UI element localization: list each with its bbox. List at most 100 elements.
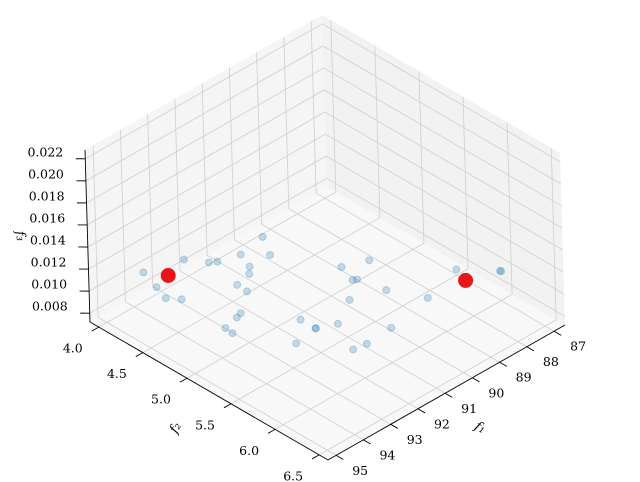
point — [337, 262, 346, 271]
grid-line — [234, 239, 473, 379]
x-tick-label: 92 — [434, 416, 450, 431]
grid-line — [322, 45, 562, 185]
grid-line — [550, 147, 557, 320]
grid-line — [324, 111, 564, 251]
y-tick-label: 6.5 — [283, 468, 303, 482]
x-tick — [499, 361, 507, 367]
grid-line — [274, 293, 513, 430]
z-tick-label: 0.014 — [30, 233, 66, 248]
point — [365, 256, 374, 265]
grid-line — [325, 155, 565, 295]
grid-line — [326, 177, 565, 317]
y-tick — [311, 454, 320, 460]
grid-line — [323, 89, 563, 229]
grid-line — [325, 133, 564, 273]
y-tick — [91, 326, 100, 332]
grid-line — [288, 208, 528, 348]
point — [348, 275, 357, 284]
point — [242, 287, 251, 296]
point — [296, 315, 305, 324]
grid-line — [179, 270, 419, 410]
y-tick-label: 4.0 — [63, 341, 83, 356]
x-tick — [472, 377, 480, 383]
x-tick-label: 93 — [407, 432, 423, 447]
grid-line — [85, 23, 323, 160]
x-tick — [390, 423, 399, 429]
grid-line — [147, 114, 154, 287]
point — [345, 295, 354, 304]
grid-line — [86, 89, 325, 226]
x-tick-label: 90 — [488, 385, 504, 400]
grid-line — [283, 36, 290, 209]
z-tick-label: 0.020 — [28, 166, 64, 181]
grid-line — [125, 301, 364, 441]
grid-line — [88, 133, 326, 270]
grid-line — [318, 319, 557, 456]
grid-line — [92, 145, 99, 318]
z-tick-label: 0.018 — [29, 188, 65, 203]
x-tick — [553, 330, 562, 336]
floor-pane — [90, 187, 565, 460]
z-tick-label: 0.008 — [32, 299, 68, 314]
point — [221, 324, 230, 333]
point — [236, 250, 245, 259]
y-tick-label: 5.0 — [151, 392, 171, 407]
grid-line — [256, 52, 263, 225]
y-tick — [223, 403, 232, 409]
x-tick-label: 94 — [379, 447, 395, 462]
y-tick — [267, 428, 276, 434]
point — [233, 280, 242, 289]
x-tick-label: 91 — [461, 401, 477, 416]
point — [311, 324, 320, 333]
z-tick-label: 0.022 — [27, 144, 63, 159]
y-tick-label: 4.5 — [107, 366, 127, 381]
y-tick-label: 6.0 — [239, 443, 259, 458]
point — [362, 339, 371, 348]
point — [160, 268, 176, 284]
point — [333, 319, 342, 328]
point — [382, 286, 391, 295]
z-axis-line — [84, 149, 91, 323]
point — [204, 258, 213, 267]
grid-line — [201, 83, 208, 256]
back-pane — [85, 15, 327, 322]
point — [177, 295, 186, 304]
point — [452, 265, 461, 274]
grid-line — [142, 217, 381, 354]
z-tick-label: 0.010 — [31, 277, 67, 292]
point — [458, 272, 474, 288]
grid-line — [152, 285, 391, 425]
grid-line — [506, 122, 513, 295]
point — [236, 309, 245, 318]
grid-line — [230, 268, 469, 405]
point — [213, 257, 222, 266]
x-tick — [444, 392, 453, 398]
point — [245, 269, 254, 278]
x-tick — [526, 346, 535, 352]
grid-line — [85, 45, 324, 182]
grid-line — [87, 111, 326, 248]
grid-line — [98, 191, 337, 328]
x-tick-label: 88 — [543, 354, 559, 369]
grid-line — [228, 67, 235, 240]
grid-line — [315, 192, 555, 332]
grid-line — [186, 242, 425, 379]
grid-line — [120, 129, 126, 302]
y-tick — [135, 352, 144, 358]
grid-line — [261, 223, 500, 363]
point — [152, 283, 161, 292]
z-tick-label: 0.016 — [29, 210, 65, 225]
grid-line — [310, 21, 317, 194]
point — [495, 266, 504, 275]
x-axis-label: f₁ — [471, 418, 488, 437]
z-axis-label: f₃ — [12, 229, 28, 242]
y-tick-label: 5.5 — [195, 417, 215, 432]
grid-line — [418, 71, 425, 244]
x-axis-line — [327, 324, 566, 461]
point — [179, 255, 188, 264]
y-axis-line — [89, 321, 329, 461]
grid-line — [322, 23, 561, 163]
point — [387, 323, 396, 332]
grid-line — [97, 316, 337, 456]
grid-line — [330, 20, 337, 193]
